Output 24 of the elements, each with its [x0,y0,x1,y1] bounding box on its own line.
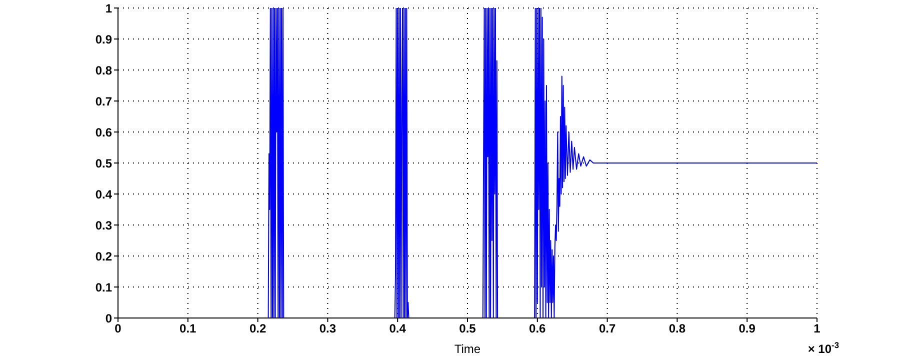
y-tick-label: 0.2 [95,249,112,264]
x-tick-label: 1 [814,322,821,336]
x-tick-label: 0.1 [180,322,197,336]
text: × 10$^{-3}$ [808,340,840,356]
y-tick-label: 0.4 [95,187,112,202]
x-tick-label: 0.6 [529,322,546,336]
y-tick-label: 0.3 [95,218,112,232]
x-tick-label: 0.8 [668,322,686,336]
x-tick-label: 0.9 [738,322,756,336]
x-axis-title: Time [454,342,481,356]
x-tick-label: 0 [114,322,122,336]
y-tick-label: 0.6 [95,125,112,140]
y-tick-label: 0.9 [95,32,112,46]
x-tick-label: 0.2 [249,322,266,336]
x-tick-label: 0.7 [598,322,616,336]
y-tick-label: 0 [105,311,112,326]
y-tick-label: 0.8 [95,63,112,78]
x-tick-label: 0.5 [459,322,476,336]
y-tick-label: 0.7 [95,94,112,108]
x-tick-label: 0.3 [319,322,336,336]
y-tick-label: 0.5 [95,156,112,170]
y-tick-label: 1 [105,1,112,16]
y-tick-label: 0.1 [95,280,112,294]
x-tick-label: 0.4 [389,322,406,336]
